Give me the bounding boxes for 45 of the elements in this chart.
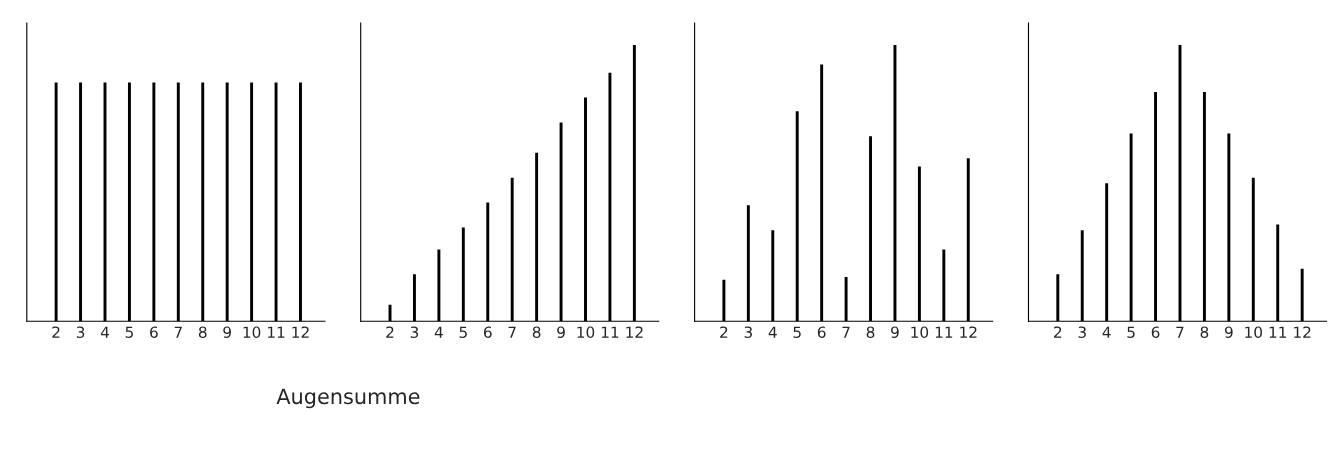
x-tick-label: 4 (1102, 326, 1111, 338)
x-tick-label: 10 (243, 326, 261, 338)
x-tick-label: 6 (483, 326, 492, 338)
x-tick-label: 4 (434, 326, 443, 338)
x-tick-label: 2 (1054, 326, 1062, 338)
x-tick-label: 2 (720, 326, 728, 338)
x-tick-label: 10 (577, 326, 595, 338)
x-tick-label: 3 (1078, 326, 1086, 338)
x-tick-label: 11 (601, 326, 619, 338)
x-tick-label: 11 (268, 326, 285, 338)
x-tick-label: 2 (386, 326, 394, 338)
x-tick-label: 7 (174, 326, 182, 338)
x-tick-label: 3 (410, 326, 419, 338)
x-tick-label: 7 (508, 326, 516, 338)
x-tick-label: 9 (1224, 326, 1233, 338)
x-tick-label: 12 (292, 326, 309, 338)
x-tick-label: 8 (532, 326, 541, 338)
x-tick-label: 6 (1151, 326, 1160, 338)
x-tick-label: 5 (793, 326, 801, 338)
x-tick-label: 3 (744, 326, 752, 338)
x-tick-label: 11 (935, 326, 953, 338)
x-tick-label: 8 (198, 326, 207, 338)
x-tick-label: 9 (557, 326, 565, 338)
x-tick-label: 7 (1176, 326, 1184, 338)
text: Augensumme (276, 388, 420, 409)
x-tick-label: 2 (52, 326, 60, 338)
x-tick-label: 9 (891, 326, 899, 338)
x-tick-label: 4 (768, 326, 777, 338)
x-tick-label: 8 (1200, 326, 1209, 338)
x-tick-label: 4 (100, 326, 109, 338)
x-tick-label: 11 (1269, 326, 1287, 338)
x-tick-label: 5 (1127, 326, 1135, 338)
x-tick-label: 8 (866, 326, 875, 338)
x-tick-label: 6 (150, 326, 158, 338)
x-tick-label: 9 (223, 326, 231, 338)
x-tick-label: 10 (911, 326, 929, 338)
x-tick-label: 12 (960, 326, 977, 338)
x-tick-label: 12 (1294, 326, 1311, 338)
x-tick-label: 10 (1245, 326, 1262, 338)
x-tick-label: 5 (125, 326, 133, 338)
x-tick-label: 6 (817, 326, 826, 338)
x-tick-label: 5 (459, 326, 467, 338)
x-tick-label: 12 (626, 326, 643, 338)
x-tick-label: 7 (842, 326, 850, 338)
x-tick-label: 3 (76, 326, 85, 338)
